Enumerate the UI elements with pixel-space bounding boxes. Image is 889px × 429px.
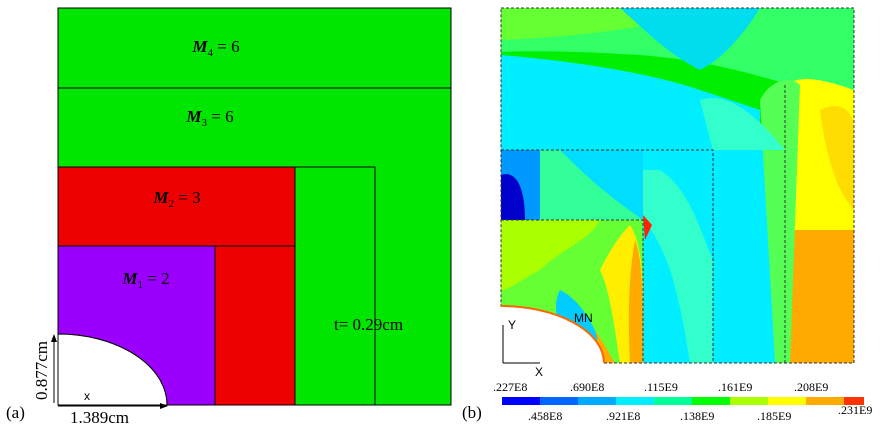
legend-swatch-7 [768,397,806,405]
arrow-up-icon [51,334,57,342]
panel-a: M4 = 6 M3 = 6 M2 = 3 M1 = 2 t= 0.29cm 0.… [6,8,451,427]
legend-bottom-0: .458E8 [528,409,562,423]
legend-top-0: .227E8 [493,380,527,394]
panel-b-label: (b) [462,403,482,422]
color-legend: .227E8 .690E8 .115E9 .161E9 .208E9 .458E… [493,380,872,423]
legend-bottom-1: .921E8 [606,409,640,423]
legend-swatch-2 [578,397,616,405]
label-m4: M4 = 6 [191,37,239,59]
legend-top-2: .115E9 [644,380,678,394]
region-m4 [58,8,451,88]
legend-swatch-5 [692,397,730,405]
legend-swatch-3 [616,397,654,405]
region-m3-column [295,167,375,405]
legend-bottom-4: .231E9 [838,403,872,417]
legend-top-4: .208E9 [794,380,828,394]
contour-field [501,8,854,363]
region-m2-column [215,246,295,405]
legend-swatch-1 [540,397,578,405]
panel-b: Y X MN .227E8 .690E8 .115E9 .161E9 .208E… [462,8,872,423]
axis-x-label-b: X [535,365,543,379]
legend-bottom-3: .185E9 [757,409,791,423]
min-marker: MN [574,311,593,325]
thickness-label: t= 0.29cm [334,315,403,334]
dim-horizontal-label: 1.389cm [70,408,129,427]
legend-top-3: .161E9 [718,380,752,394]
label-m1: M1 = 2 [121,269,169,291]
axis-x-label-a: x [84,389,90,403]
legend-swatch-6 [730,397,768,405]
panel-a-label: (a) [6,403,25,422]
legend-swatch-4 [654,397,692,405]
label-m3: M3 = 6 [185,107,233,129]
label-m2: M2 = 3 [152,188,200,210]
legend-bottom-2: .138E9 [680,409,714,423]
dim-vertical-label: 0.877cm [32,341,51,400]
legend-swatch-0 [502,397,540,405]
axis-y-label: Y [508,318,516,332]
legend-top-1: .690E8 [570,380,604,394]
